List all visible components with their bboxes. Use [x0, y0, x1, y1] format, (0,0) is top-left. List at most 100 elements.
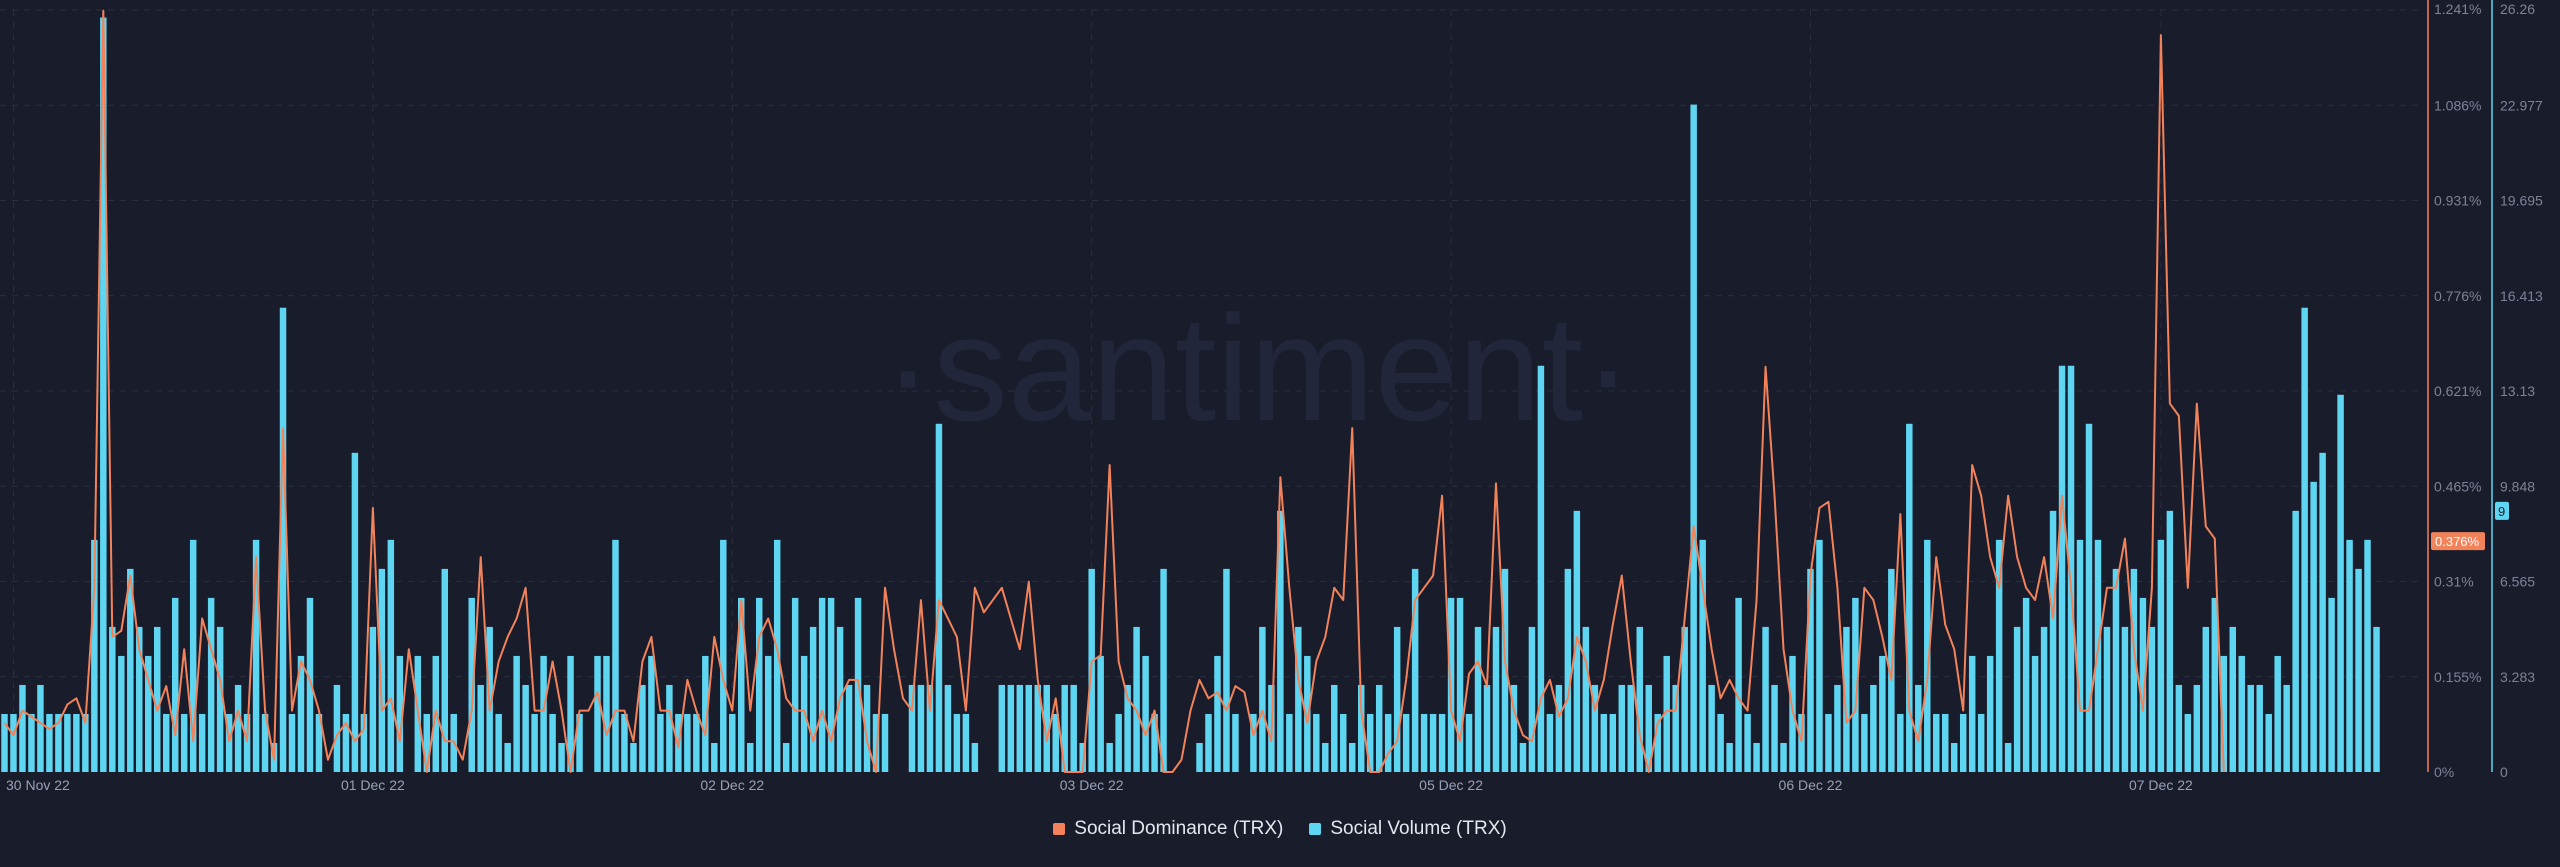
volume-bar — [28, 713, 35, 772]
volume-bar — [1151, 713, 1158, 772]
volume-bar — [2355, 568, 2362, 772]
volume-bar — [1609, 713, 1617, 772]
volume-bar — [639, 684, 646, 772]
volume-bar — [10, 713, 17, 772]
volume-bar — [19, 684, 26, 772]
volume-bar — [1959, 713, 1967, 772]
volume-bar — [1537, 365, 1545, 772]
legend-item-dominance[interactable]: Social Dominance (TRX) — [1053, 818, 1283, 840]
volume-bar — [1349, 742, 1356, 772]
volume-bar — [1384, 713, 1392, 772]
volume-bar — [1393, 626, 1401, 772]
x-tick-label: 02 Dec 22 — [700, 777, 764, 793]
volume-bar — [2220, 655, 2228, 772]
volume-bar — [118, 655, 125, 772]
volume-bar — [621, 713, 628, 772]
volume-bar — [1600, 713, 1608, 772]
volume-bar — [2157, 539, 2165, 772]
volume-bar — [1070, 684, 1077, 772]
volume-bar — [1582, 626, 1590, 772]
volume-bar — [1807, 568, 1814, 772]
volume-bar — [2292, 510, 2299, 772]
volume-bar — [2130, 568, 2138, 772]
volume-bar — [1061, 684, 1068, 772]
legend-label-volume: Social Volume (TRX) — [1330, 818, 1507, 839]
volume-bar — [207, 597, 215, 772]
volume-bar — [2301, 307, 2308, 772]
volume-bar — [1250, 713, 1257, 772]
volume-bar — [1286, 713, 1293, 772]
dominance-current-badge — [2431, 532, 2485, 551]
volume-bar — [1762, 626, 1769, 772]
dominance-line — [3, 9, 2225, 773]
volume-bar — [297, 655, 305, 772]
volume-bar — [729, 713, 736, 772]
volume-bar — [782, 742, 790, 772]
volume-bar — [189, 539, 197, 772]
volume-bar — [1366, 713, 1374, 772]
volume-bar — [2049, 510, 2057, 772]
volume-bar — [1124, 684, 1131, 772]
volume-bar — [261, 713, 269, 772]
volume-bar — [369, 626, 377, 772]
volume-bar — [504, 742, 511, 772]
volume-bar — [1735, 597, 1742, 772]
volume-bar — [1160, 568, 1167, 772]
volume-bar — [315, 713, 323, 772]
volume-bar — [387, 539, 395, 772]
dominance-tick-label: 0.465% — [2434, 478, 2481, 494]
volume-bar — [109, 626, 116, 772]
volume-bar — [845, 684, 853, 772]
x-tick-label: 30 Nov 22 — [6, 777, 70, 793]
volume-bar — [136, 626, 143, 772]
volume-bar — [2148, 626, 2156, 772]
volume-bar — [100, 17, 107, 773]
volume-current-badge — [2495, 501, 2509, 520]
volume-bar — [1690, 104, 1697, 773]
volume-bar — [998, 684, 1006, 772]
legend-item-volume[interactable]: Social Volume (TRX) — [1309, 818, 1507, 840]
volume-bar — [198, 713, 206, 772]
volume-bar — [225, 713, 233, 772]
volume-bar — [495, 713, 502, 772]
volume-bar — [2040, 626, 2048, 772]
volume-bar — [1708, 684, 1715, 772]
volume-bar — [2139, 597, 2147, 772]
volume-bar — [1295, 626, 1302, 772]
volume-bar — [747, 742, 754, 772]
volume-bar — [738, 597, 745, 772]
volume-bar — [37, 684, 44, 772]
volume-bar — [2184, 713, 2192, 772]
volume-bar — [2265, 713, 2272, 772]
volume-bar — [378, 568, 386, 772]
volume-bar — [2193, 684, 2201, 772]
volume-bar — [1034, 684, 1041, 772]
volume-bar — [567, 655, 574, 772]
legend-swatch-dominance — [1053, 823, 1066, 835]
volume-bar — [2004, 742, 2012, 772]
volume-tick-label: 19.695 — [2500, 193, 2543, 209]
dominance-tick-label: 0.621% — [2434, 383, 2481, 399]
dominance-tick-label: 0% — [2434, 764, 2454, 780]
volume-bar — [2337, 394, 2344, 772]
volume-bar — [1438, 713, 1446, 772]
volume-bar — [441, 568, 448, 772]
volume-bar — [540, 655, 547, 772]
volume-bar — [216, 626, 224, 772]
volume-bar — [1205, 713, 1212, 772]
volume-bar — [2166, 510, 2174, 772]
volume-bar — [351, 452, 359, 772]
santiment-watermark: ·santiment· — [883, 284, 1633, 452]
volume-bar — [1501, 568, 1509, 772]
volume-bar — [55, 713, 62, 772]
volume-tick-label: 16.413 — [2500, 288, 2543, 304]
volume-bar — [154, 626, 161, 772]
volume-bar — [1825, 713, 1832, 772]
volume-bar — [1672, 684, 1679, 772]
volume-bar — [881, 713, 889, 772]
volume-bar — [773, 539, 781, 772]
volume-bar — [1411, 568, 1419, 772]
volume-bar — [1420, 713, 1428, 772]
volume-bar — [1079, 742, 1086, 772]
